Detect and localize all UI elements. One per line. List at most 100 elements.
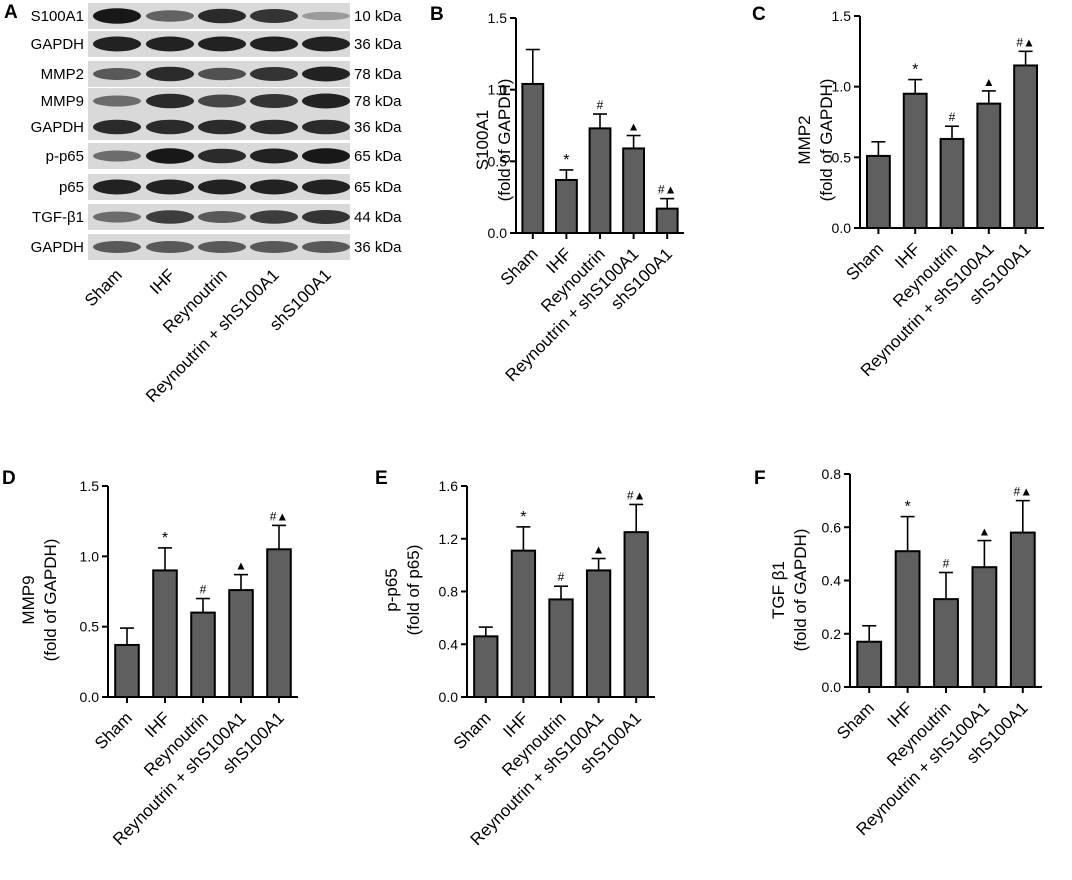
- significance-mark: #▲: [270, 509, 289, 523]
- x-tick-label: Sham: [842, 239, 887, 284]
- significance-mark: #▲: [627, 488, 646, 502]
- significance-mark: #: [949, 110, 956, 124]
- blot-band: [198, 211, 246, 223]
- bar: [971, 566, 998, 688]
- y-axis-label-line: p-p65: [382, 568, 401, 611]
- bar: [266, 548, 292, 698]
- y-tick-label: 0.0: [488, 225, 508, 241]
- panel-letter: B: [430, 4, 444, 25]
- x-tick-label: Sham: [450, 708, 495, 753]
- bar: [190, 611, 216, 699]
- blot-band: [250, 36, 298, 52]
- blot-band: [93, 179, 141, 195]
- blot-band: [93, 150, 141, 162]
- blot-band: [146, 66, 194, 82]
- blot-size-label: 44 kDa: [354, 209, 402, 226]
- blot-band: [302, 148, 350, 164]
- blot-size-label: 78 kDa: [354, 66, 402, 83]
- bar: [1013, 64, 1039, 230]
- bar: [933, 598, 959, 688]
- blot-band: [302, 179, 350, 195]
- blot-band: [146, 93, 194, 109]
- y-axis-label-line: TGF β1: [769, 561, 788, 619]
- bar: [939, 137, 965, 230]
- blot-band: [302, 11, 350, 21]
- y-axis-label-line: (fold of GAPDH): [41, 539, 60, 662]
- y-tick-label: 0.0: [439, 689, 459, 705]
- bar: [152, 569, 178, 698]
- blot-band: [93, 36, 141, 52]
- significance-mark: #: [558, 570, 565, 584]
- blot-row: MMP9 78 kDa: [41, 88, 402, 114]
- significance-mark: ▲: [983, 75, 995, 89]
- blot-protein-label: p65: [59, 179, 84, 196]
- blot-band: [250, 148, 298, 164]
- significance-mark: #: [597, 98, 604, 112]
- y-tick-label: 0.5: [832, 149, 852, 165]
- x-tick-label: Sham: [497, 244, 542, 289]
- blot-row: p-p65 65 kDa: [46, 143, 402, 169]
- y-tick-label: 1.0: [488, 82, 508, 98]
- significance-mark: ▲: [978, 525, 990, 539]
- y-tick-label: 0.4: [439, 636, 459, 652]
- blot-size-label: 78 kDa: [354, 93, 402, 110]
- panel-letter: C: [752, 4, 766, 25]
- panel-letter: D: [2, 468, 16, 489]
- y-axis-label: S100A1 (fold of GAPDH): [473, 79, 514, 202]
- significance-mark: ▲: [235, 559, 247, 573]
- y-tick-label: 1.6: [439, 478, 459, 494]
- significance-mark: #▲: [658, 183, 677, 197]
- y-axis-label-line: (fold of GAPDH): [495, 79, 514, 202]
- panel-letter: F: [754, 468, 766, 489]
- bar: [856, 640, 883, 689]
- blot-band: [302, 119, 350, 135]
- x-tick-label: Sham: [91, 708, 136, 753]
- blot-band: [146, 119, 194, 135]
- blot-band: [198, 94, 246, 108]
- blot-size-label: 65 kDa: [354, 148, 402, 165]
- blot-band: [146, 148, 194, 164]
- blot-band: [250, 179, 298, 195]
- bar: [902, 92, 928, 229]
- y-tick-label: 0.5: [80, 619, 100, 635]
- blot-band: [250, 67, 298, 81]
- blot-band: [93, 95, 141, 107]
- x-tick-label: IHF: [141, 708, 174, 741]
- blot-band: [198, 8, 246, 24]
- blot-row: p65 65 kDa: [59, 174, 402, 200]
- blot-protein-label: GAPDH: [31, 119, 84, 136]
- y-tick-label: 1.5: [80, 478, 100, 494]
- panel-letter-a: A: [4, 2, 18, 23]
- blot-row: GAPDH 36 kDa: [31, 234, 402, 260]
- blot-band: [302, 241, 350, 253]
- blot-band: [198, 148, 246, 164]
- blot-row: MMP2 78 kDa: [41, 61, 402, 87]
- significance-mark: #▲: [1014, 485, 1033, 499]
- blot-band: [93, 119, 141, 135]
- blot-band: [93, 211, 141, 223]
- blot-protein-label: S100A1: [31, 8, 84, 25]
- bar: [655, 207, 679, 234]
- bar: [585, 569, 612, 698]
- bar-chart-e: Ep-p65 (fold of p65)0.00.40.81.21.6Sham*I…: [375, 468, 655, 849]
- blot-band: [146, 10, 194, 22]
- blot-row: GAPDH 36 kDa: [31, 31, 402, 57]
- blot-band: [198, 119, 246, 135]
- blot-row: TGF-β1 44 kDa: [32, 204, 402, 230]
- bar: [510, 549, 537, 699]
- blot-band: [146, 179, 194, 195]
- y-tick-label: 0.2: [822, 626, 842, 642]
- blot-band: [250, 9, 298, 23]
- significance-mark: *: [904, 499, 910, 516]
- y-tick-label: 0.4: [822, 573, 842, 589]
- blot-group-label: IHF: [146, 265, 179, 298]
- blot-size-label: 36 kDa: [354, 36, 402, 53]
- blot-size-label: 36 kDa: [354, 119, 402, 136]
- bar: [228, 589, 254, 699]
- y-tick-label: 0.8: [822, 466, 842, 482]
- y-tick-label: 1.0: [832, 79, 852, 95]
- y-axis-label-line: (fold of GAPDH): [791, 529, 810, 652]
- bar: [865, 154, 891, 229]
- blot-band: [146, 210, 194, 224]
